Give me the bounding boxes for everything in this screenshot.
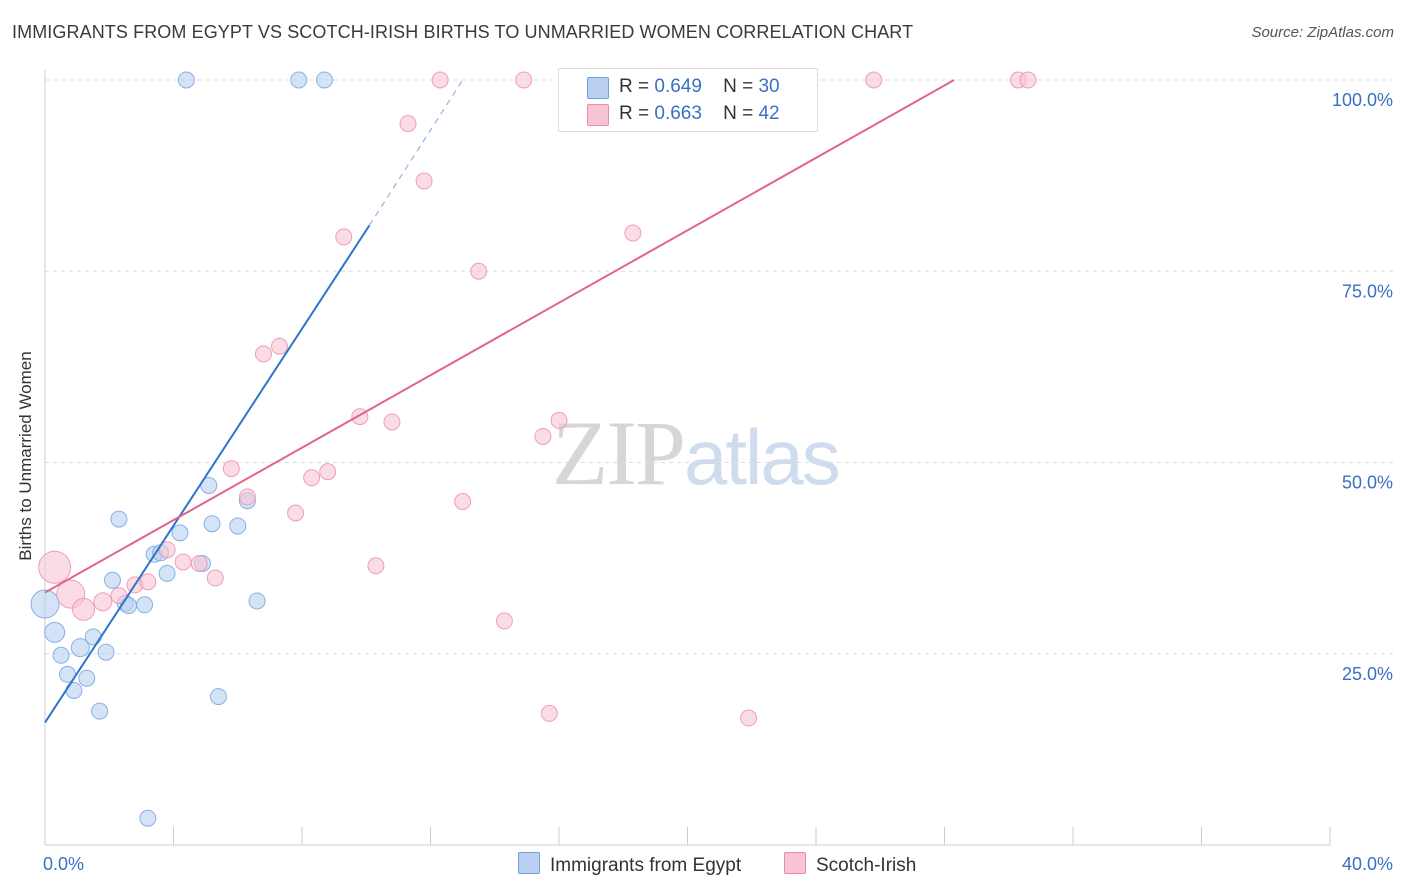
point-egypt bbox=[290, 71, 308, 89]
trendline-egypt bbox=[44, 224, 371, 724]
point-scotch-irish bbox=[319, 463, 337, 481]
point-scotch-irish bbox=[415, 172, 433, 190]
legend-n-label: N = bbox=[723, 103, 754, 124]
legend-n-value: 30 bbox=[758, 76, 780, 97]
point-scotch-irish bbox=[238, 488, 256, 506]
legend-swatch-scotch bbox=[587, 104, 609, 126]
point-scotch-irish bbox=[383, 413, 401, 431]
legend-label-scotch: Scotch-Irish bbox=[816, 855, 917, 876]
legend-stats: R = 0.649 N = 30 R = 0.663 N = 42 bbox=[558, 68, 818, 132]
chart-title: IMMIGRANTS FROM EGYPT VS SCOTCH-IRISH BI… bbox=[12, 22, 914, 42]
point-scotch-irish bbox=[190, 554, 208, 572]
legend-item-scotch[interactable]: Scotch-Irish bbox=[784, 852, 916, 877]
y-tick-label: 50.0% bbox=[1342, 473, 1393, 493]
point-scotch-irish bbox=[534, 427, 552, 445]
point-egypt bbox=[158, 564, 176, 582]
point-scotch-irish bbox=[740, 709, 758, 727]
point-scotch-irish bbox=[335, 228, 353, 246]
point-egypt bbox=[78, 669, 96, 687]
point-scotch-irish bbox=[303, 469, 321, 487]
point-egypt bbox=[91, 702, 109, 720]
legend-label-egypt: Immigrants from Egypt bbox=[550, 855, 742, 876]
legend-n-value: 42 bbox=[758, 103, 780, 124]
point-scotch-irish bbox=[550, 411, 568, 429]
y-tick-label: 100.0% bbox=[1332, 90, 1393, 110]
legend-swatch-egypt bbox=[587, 77, 609, 99]
legend-n-label: N = bbox=[723, 76, 754, 97]
y-axis-label-wrap: Births to Unmarried Women bbox=[6, 0, 46, 892]
point-scotch-irish bbox=[287, 504, 305, 522]
point-egypt bbox=[203, 515, 221, 533]
point-egypt bbox=[248, 592, 266, 610]
trendline-egypt-extension bbox=[368, 79, 464, 226]
point-egypt bbox=[70, 638, 90, 658]
point-egypt bbox=[229, 517, 247, 535]
source-label: Source: ZipAtlas.com bbox=[1251, 24, 1394, 41]
point-egypt bbox=[139, 809, 157, 827]
point-scotch-irish bbox=[1019, 71, 1037, 89]
y-tick-label: 75.0% bbox=[1342, 281, 1393, 301]
point-egypt bbox=[97, 643, 115, 661]
point-scotch-irish bbox=[72, 597, 96, 621]
point-scotch-irish bbox=[624, 224, 642, 242]
point-egypt bbox=[84, 628, 102, 646]
point-scotch-irish bbox=[865, 71, 883, 89]
point-egypt bbox=[44, 621, 66, 643]
point-egypt bbox=[103, 571, 121, 589]
y-tick-label: 25.0% bbox=[1342, 664, 1393, 684]
watermark: ZIPatlas bbox=[552, 400, 841, 506]
watermark-atlas: atlas bbox=[684, 413, 841, 501]
point-egypt bbox=[65, 681, 83, 699]
point-egypt bbox=[110, 510, 128, 528]
point-scotch-irish bbox=[93, 592, 113, 612]
point-scotch-irish bbox=[222, 460, 240, 478]
x-tick-label: 0.0% bbox=[43, 854, 84, 874]
point-scotch-irish bbox=[367, 557, 385, 575]
legend-r-value: 0.663 bbox=[654, 103, 702, 124]
point-scotch-irish bbox=[158, 541, 176, 559]
point-egypt bbox=[30, 589, 60, 619]
legend-r-label: R = bbox=[619, 76, 650, 97]
legend-swatch-scotch-bottom bbox=[784, 852, 806, 874]
point-scotch-irish bbox=[515, 71, 533, 89]
point-scotch-irish bbox=[271, 337, 289, 355]
point-egypt bbox=[209, 688, 227, 706]
point-egypt bbox=[315, 71, 333, 89]
legend-item-egypt[interactable]: Immigrants from Egypt bbox=[518, 852, 741, 877]
point-scotch-irish bbox=[139, 573, 157, 591]
legend-r-value: 0.649 bbox=[654, 76, 702, 97]
watermark-zip: ZIP bbox=[552, 402, 686, 504]
point-scotch-irish bbox=[174, 553, 192, 571]
point-scotch-irish bbox=[399, 115, 417, 133]
legend-r-label: R = bbox=[619, 103, 650, 124]
legend-swatch-egypt-bottom bbox=[518, 852, 540, 874]
point-scotch-irish bbox=[470, 262, 488, 280]
point-scotch-irish bbox=[206, 569, 224, 587]
point-scotch-irish bbox=[431, 71, 449, 89]
x-tick-label: 40.0% bbox=[1342, 854, 1393, 874]
point-egypt bbox=[177, 71, 195, 89]
point-scotch-irish bbox=[454, 493, 472, 511]
trendline-scotch-irish bbox=[44, 79, 955, 594]
point-egypt bbox=[52, 646, 70, 664]
y-axis-label: Births to Unmarried Women bbox=[16, 351, 35, 561]
point-scotch-irish bbox=[38, 550, 72, 584]
point-egypt bbox=[171, 524, 189, 542]
point-scotch-irish bbox=[540, 704, 558, 722]
point-scotch-irish bbox=[254, 345, 272, 363]
point-egypt bbox=[136, 596, 154, 614]
point-scotch-irish bbox=[495, 612, 513, 630]
